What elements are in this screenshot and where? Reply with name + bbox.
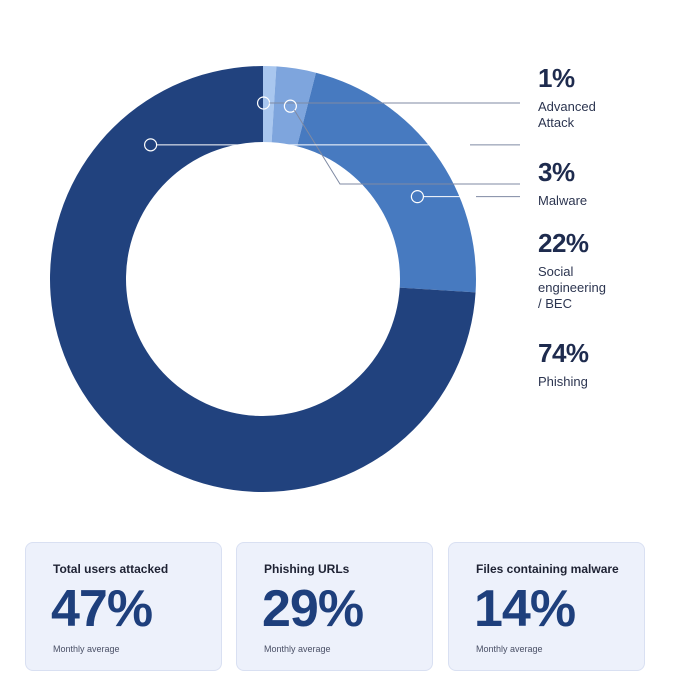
slice-value-social-engineering: 22% <box>538 228 589 258</box>
donut-slice-phishing <box>49 66 476 492</box>
stat-title: Total users attacked <box>53 562 169 576</box>
donut-slice-malware <box>271 66 316 147</box>
slice-value-advanced-attack: 1% <box>538 63 575 93</box>
stat-title: Phishing URLs <box>264 562 350 576</box>
donut-chart <box>49 66 520 492</box>
slice-label-malware: Malware <box>538 193 588 208</box>
stat-note: Monthly average <box>53 644 120 654</box>
slice-label-social-engineering: Social engineering / BEC <box>538 264 606 311</box>
stat-value: 14% <box>474 580 576 638</box>
stat-note: Monthly average <box>264 644 331 654</box>
stat-card-total-users-attacked: Total users attacked 47% Monthly average <box>25 542 222 671</box>
slice-value-phishing: 74% <box>538 338 589 368</box>
stat-note: Monthly average <box>476 644 543 654</box>
stat-card-files-containing-malware: Files containing malware 14% Monthly ave… <box>448 542 645 671</box>
stat-value: 29% <box>262 580 364 638</box>
slice-label-phishing: Phishing <box>538 374 588 389</box>
slice-label-advanced-attack: Advanced Attack <box>538 99 596 130</box>
callout-marker-malware <box>283 99 297 113</box>
stat-title: Files containing malware <box>476 562 619 576</box>
stat-value: 47% <box>51 580 153 638</box>
slice-value-malware: 3% <box>538 157 575 187</box>
callout-line-malware <box>293 109 520 185</box>
stat-card-phishing-urls: Phishing URLs 29% Monthly average <box>236 542 433 671</box>
donut-slice-social-engineering <box>297 72 476 293</box>
